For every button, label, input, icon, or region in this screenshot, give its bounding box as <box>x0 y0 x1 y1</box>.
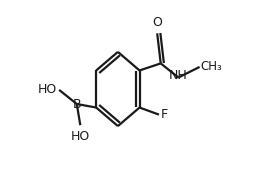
Text: O: O <box>152 16 162 29</box>
Text: F: F <box>161 108 168 121</box>
Text: CH₃: CH₃ <box>200 60 222 73</box>
Text: NH: NH <box>169 69 188 82</box>
Text: HO: HO <box>71 130 90 143</box>
Text: HO: HO <box>38 83 57 96</box>
Text: B: B <box>73 98 81 111</box>
